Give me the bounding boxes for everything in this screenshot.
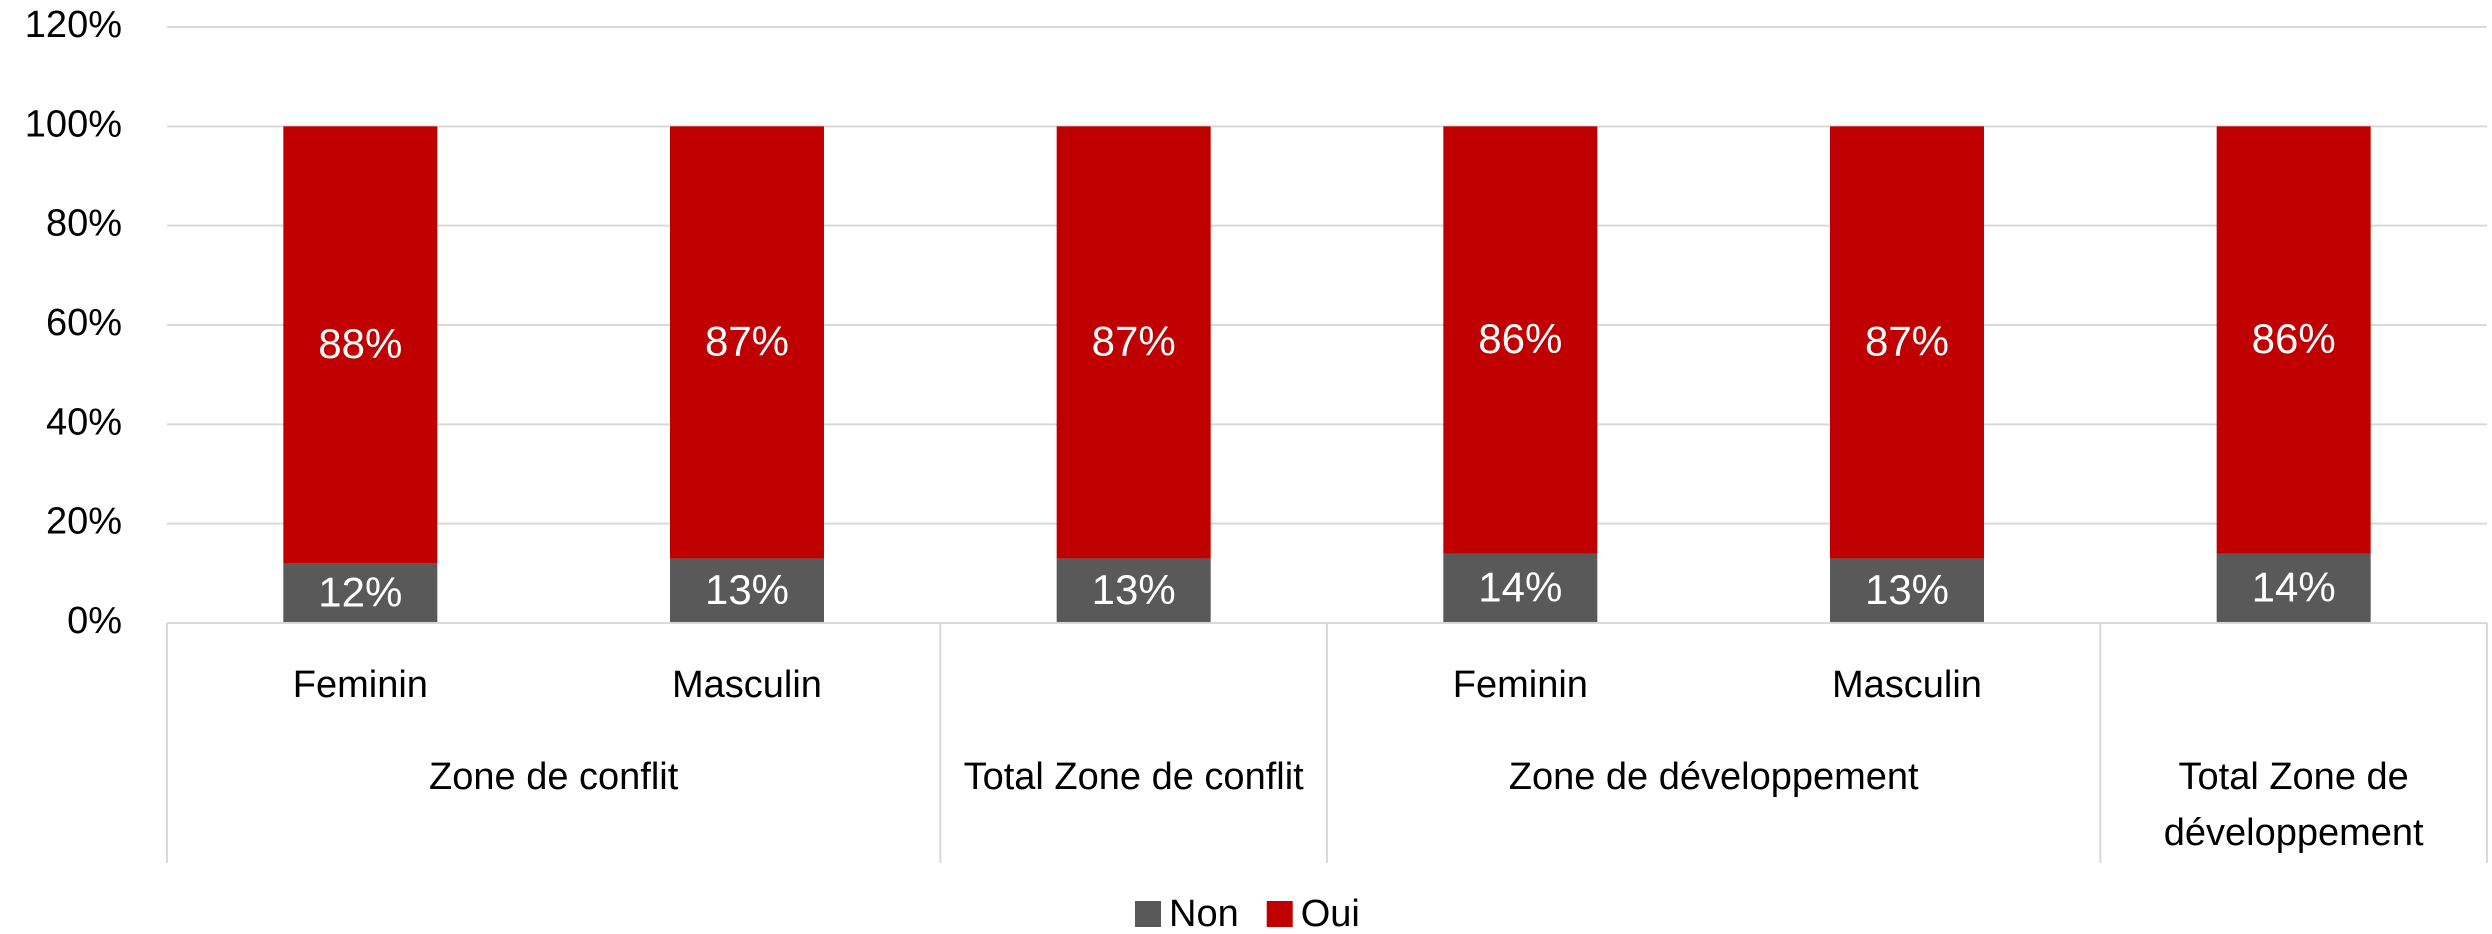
bar-segment bbox=[1830, 558, 1984, 623]
value-label: 88% bbox=[318, 320, 402, 367]
x-tick-label: Masculin bbox=[672, 664, 822, 706]
bar-segment bbox=[283, 563, 438, 623]
value-label: 12% bbox=[318, 568, 402, 615]
bar-segment bbox=[2216, 553, 2371, 623]
bar-segment bbox=[670, 558, 824, 623]
value-label: 87% bbox=[705, 317, 789, 364]
y-tick-label: 100% bbox=[25, 103, 122, 145]
y-tick-label: 20% bbox=[46, 501, 122, 543]
value-label: 14% bbox=[2252, 563, 2336, 610]
x-group-label: Total Zone de conflit bbox=[963, 756, 1304, 798]
bar-segment bbox=[1443, 553, 1598, 623]
value-label: 13% bbox=[705, 566, 789, 613]
x-group-label-box: Zone de conflit bbox=[429, 756, 679, 798]
x-tick-label: Masculin bbox=[1832, 664, 1982, 706]
x-tick-label: Feminin bbox=[292, 664, 428, 706]
value-label: 86% bbox=[2252, 315, 2336, 362]
x-tick-label-box: Masculin bbox=[1832, 664, 1982, 706]
value-label: 86% bbox=[1478, 315, 1562, 362]
legend-swatch bbox=[1135, 901, 1161, 927]
value-label: 13% bbox=[1092, 566, 1176, 613]
legend-swatch bbox=[1266, 901, 1293, 927]
x-tick-label: Feminin bbox=[1452, 664, 1588, 706]
bar-segment bbox=[1056, 558, 1211, 623]
x-group-label-box: Total Zone de conflit bbox=[963, 756, 1304, 798]
x-tick-label-box: Feminin bbox=[1452, 664, 1588, 706]
value-label: 13% bbox=[1865, 566, 1949, 613]
bar-segment bbox=[2216, 126, 2371, 554]
x-group-label-box: Total Zone de développement bbox=[2163, 756, 2424, 854]
legend-label: Oui bbox=[1301, 893, 1360, 934]
legend-label: Non bbox=[1169, 893, 1239, 934]
bar-segment bbox=[1443, 126, 1598, 554]
bar-segment bbox=[670, 126, 824, 559]
bar-segment bbox=[283, 126, 438, 564]
x-group-label: Total Zone de développement bbox=[2163, 756, 2424, 854]
y-tick-label: 0% bbox=[67, 600, 122, 642]
y-tick-label: 40% bbox=[46, 401, 122, 443]
y-tick-label: 60% bbox=[46, 302, 122, 344]
x-group-label: Zone de développement bbox=[1508, 756, 1919, 798]
y-tick-label: 80% bbox=[46, 203, 122, 245]
x-tick-label-box: Masculin bbox=[672, 664, 822, 706]
value-label: 87% bbox=[1865, 317, 1949, 364]
y-tick-label: 120% bbox=[25, 4, 122, 46]
bar-segment bbox=[1056, 126, 1211, 559]
x-tick-label-box: Feminin bbox=[292, 664, 428, 706]
value-label: 14% bbox=[1478, 563, 1562, 610]
bar-segment bbox=[1830, 126, 1984, 559]
value-label: 87% bbox=[1092, 317, 1176, 364]
x-group-label-box: Zone de développement bbox=[1508, 756, 1919, 798]
x-group-label: Zone de conflit bbox=[429, 756, 679, 798]
